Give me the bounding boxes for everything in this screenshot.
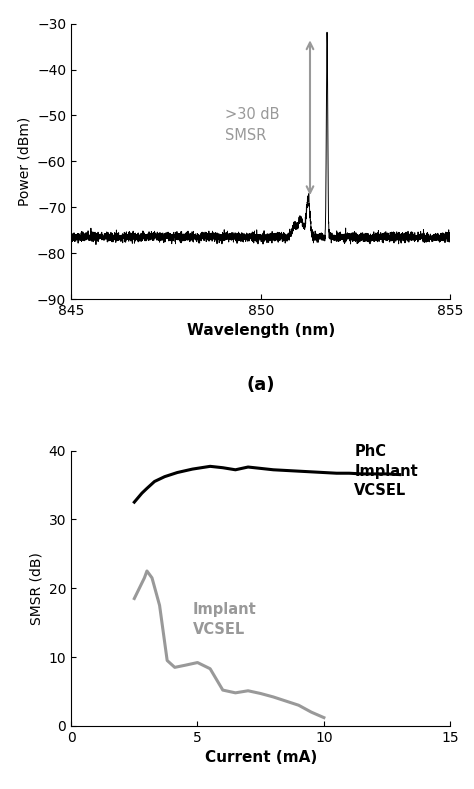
Text: PhC
Implant
VCSEL: PhC Implant VCSEL	[354, 444, 418, 499]
Text: (a): (a)	[246, 376, 275, 394]
Y-axis label: SMSR (dB): SMSR (dB)	[29, 552, 43, 625]
Text: Implant
VCSEL: Implant VCSEL	[192, 602, 256, 637]
Text: >30 dB
SMSR: >30 dB SMSR	[225, 107, 279, 143]
Y-axis label: Power (dBm): Power (dBm)	[18, 117, 31, 206]
X-axis label: Current (mA): Current (mA)	[205, 750, 317, 765]
X-axis label: Wavelength (nm): Wavelength (nm)	[187, 323, 335, 338]
